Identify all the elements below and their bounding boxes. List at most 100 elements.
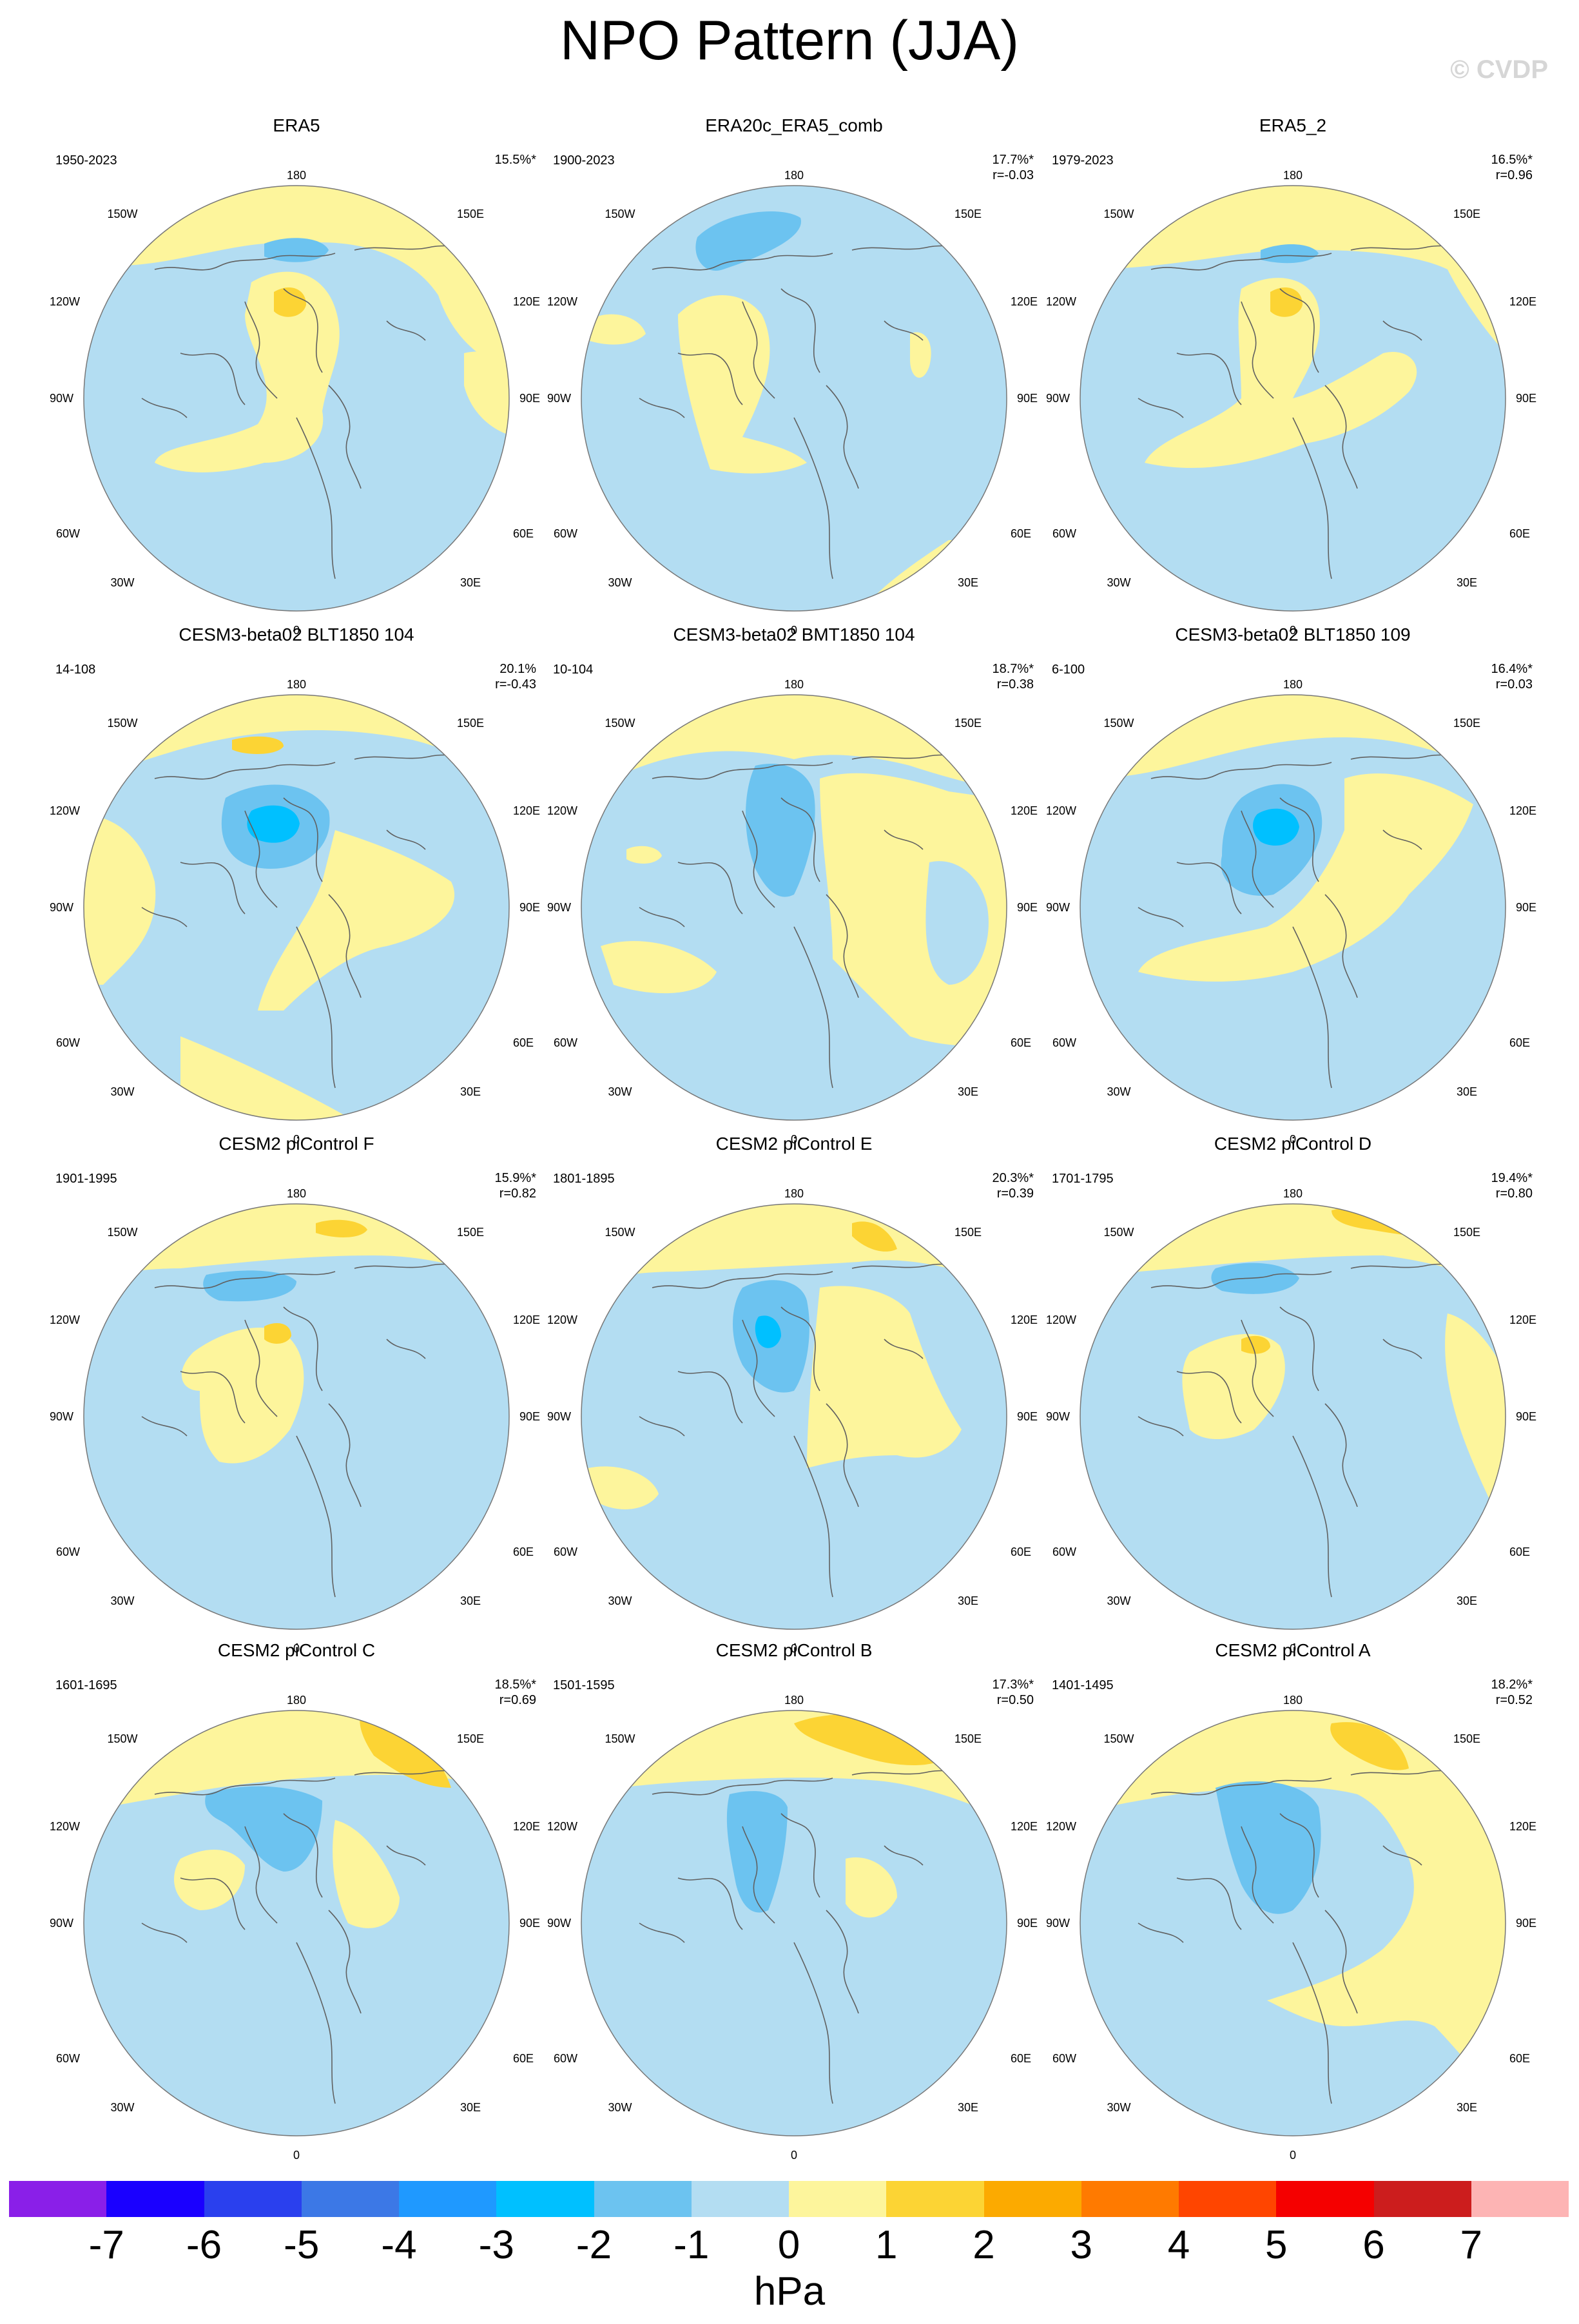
- coastline: [154, 1777, 336, 1796]
- coastline: [386, 320, 426, 341]
- map-boundary: [83, 1203, 510, 1630]
- colorbar-tick-label: 0: [777, 2223, 800, 2267]
- panel-stats: 19.4%* r=0.80: [1491, 1170, 1533, 1201]
- contour-region: [1138, 773, 1473, 982]
- contour-region: [360, 1710, 451, 1788]
- map-boundary: [83, 185, 510, 612]
- longitude-label: 150E: [1453, 1732, 1480, 1745]
- contour-region: [846, 1857, 897, 1918]
- panel-years: 1801-1895: [553, 1172, 615, 1186]
- coastline: [1150, 1271, 1332, 1289]
- panel-years: 1900-2023: [553, 153, 615, 168]
- colorbar-tick-label: -2: [576, 2223, 612, 2267]
- colorbar-tick-label: -7: [88, 2223, 124, 2267]
- longitude-label: 120W: [50, 1313, 80, 1326]
- longitude-label: 120W: [50, 295, 80, 308]
- longitude-label: 60W: [1052, 1545, 1076, 1558]
- coastline: [1292, 417, 1332, 579]
- contour-region: [1261, 244, 1319, 264]
- longitude-label: 60E: [1509, 1036, 1530, 1049]
- contour-region: [1080, 1204, 1506, 1629]
- contour-region: [581, 1710, 1007, 2136]
- pattern-correlation: r=-0.03: [993, 168, 1034, 182]
- longitude-label: 150E: [457, 1732, 484, 1745]
- watermark: © CVDP: [1450, 55, 1548, 84]
- longitude-label: 30E: [460, 2101, 481, 2114]
- colorbar-swatch: [204, 2181, 302, 2217]
- map-panel: CESM3-beta02 BMT1850 104 10-104 18.7%* r=0.…: [547, 624, 1039, 1146]
- variance-percent: 16.5%*: [1491, 153, 1533, 167]
- colorbar-tick-label: 3: [1070, 2223, 1092, 2267]
- panel-years: 1979-2023: [1052, 153, 1114, 168]
- longitude-label: 90E: [1516, 1410, 1536, 1423]
- map-boundary: [581, 1203, 1007, 1630]
- map-panel: CESM3-beta02 BLT1850 109 6-100 16.4%* r=0.0…: [1046, 624, 1538, 1146]
- longitude-label: 90E: [1516, 901, 1536, 914]
- coastline: [793, 1435, 833, 1598]
- contour-region: [84, 695, 509, 791]
- contour-region: [581, 1204, 1007, 1629]
- longitude-label: 90E: [1017, 1917, 1038, 1930]
- contour-region: [1080, 1710, 1506, 2091]
- coastline: [154, 762, 336, 780]
- coastline: [780, 1813, 820, 1898]
- coastline: [677, 353, 743, 405]
- longitude-label: 60W: [554, 2052, 577, 2065]
- longitude-label: 120E: [1509, 1820, 1536, 1833]
- coastline: [826, 1910, 859, 2014]
- contour-region: [1216, 1781, 1321, 1914]
- contour-region: [852, 1221, 897, 1252]
- longitude-label: 150W: [605, 1732, 635, 1745]
- map-panel: CESM2 piControl F 1901-1995 15.9%* r=0.82 18…: [50, 1133, 541, 1655]
- variance-percent: 17.7%*: [992, 153, 1034, 167]
- longitude-label: 90E: [1017, 1410, 1038, 1423]
- map-panel: ERA5 1950-2023 15.5%* 180 150E 120E 90E 60E 30E 0…: [50, 115, 541, 637]
- panel-years: 1501-1595: [553, 1678, 615, 1692]
- variance-percent: 18.7%*: [992, 662, 1034, 676]
- longitude-label: 120W: [50, 804, 80, 817]
- coastline: [141, 1416, 188, 1437]
- coastline: [283, 1813, 323, 1898]
- map-panel: ERA5_2 1979-2023 16.5%* r=0.96 180 150E 120E 90…: [1046, 115, 1538, 637]
- longitude-label: 90E: [519, 1410, 540, 1423]
- variance-percent: 18.5%*: [494, 1678, 537, 1692]
- longitude-label: 90E: [1017, 392, 1038, 405]
- coastline: [1138, 907, 1184, 927]
- variance-percent: 16.4%*: [1491, 662, 1533, 676]
- contour-region: [316, 1219, 367, 1237]
- longitude-label: 30E: [460, 576, 481, 589]
- map-panel: ERA20c_ERA5_comb 1900-2023 17.7%* r=-0.03 18…: [547, 115, 1039, 637]
- longitude-label: 180: [784, 1694, 804, 1707]
- coastline: [141, 1922, 188, 1943]
- panel-title: CESM2 piControl B: [715, 1640, 873, 1660]
- longitude-label: 0: [1290, 2149, 1296, 2162]
- contour-region: [746, 763, 815, 897]
- longitude-label: 120E: [513, 804, 540, 817]
- longitude-label: 30W: [110, 1594, 134, 1607]
- longitude-label: 180: [287, 1694, 306, 1707]
- colorbar-tick-label: 7: [1460, 2223, 1482, 2267]
- pattern-correlation: r=0.80: [1495, 1186, 1533, 1201]
- contour-region: [1270, 287, 1303, 317]
- contour-region: [84, 695, 509, 1120]
- longitude-label: 30E: [1457, 576, 1477, 589]
- longitude-label: 30E: [958, 1594, 978, 1607]
- longitude-label: 30E: [460, 1085, 481, 1098]
- panel-stats: 16.5%* r=0.96: [1491, 152, 1533, 183]
- longitude-label: 90W: [547, 392, 571, 405]
- longitude-label: 150W: [107, 208, 137, 220]
- longitude-label: 60E: [1011, 527, 1031, 540]
- colorbar-swatch: [1179, 2181, 1277, 2217]
- coastline: [884, 320, 924, 341]
- coastline: [141, 398, 188, 418]
- longitude-label: 120W: [547, 804, 577, 817]
- panel-stats: 16.4%* r=0.03: [1491, 661, 1533, 692]
- coastline: [639, 398, 685, 418]
- map-boundary: [83, 1710, 510, 2136]
- colorbar-tick-label: -3: [478, 2223, 514, 2267]
- longitude-label: 90W: [547, 1410, 571, 1423]
- panel-title: CESM3-beta02 BMT1850 104: [673, 625, 915, 644]
- longitude-label: 150W: [1103, 208, 1134, 220]
- coastline: [1292, 1942, 1332, 2104]
- map-boundary: [581, 1710, 1007, 2136]
